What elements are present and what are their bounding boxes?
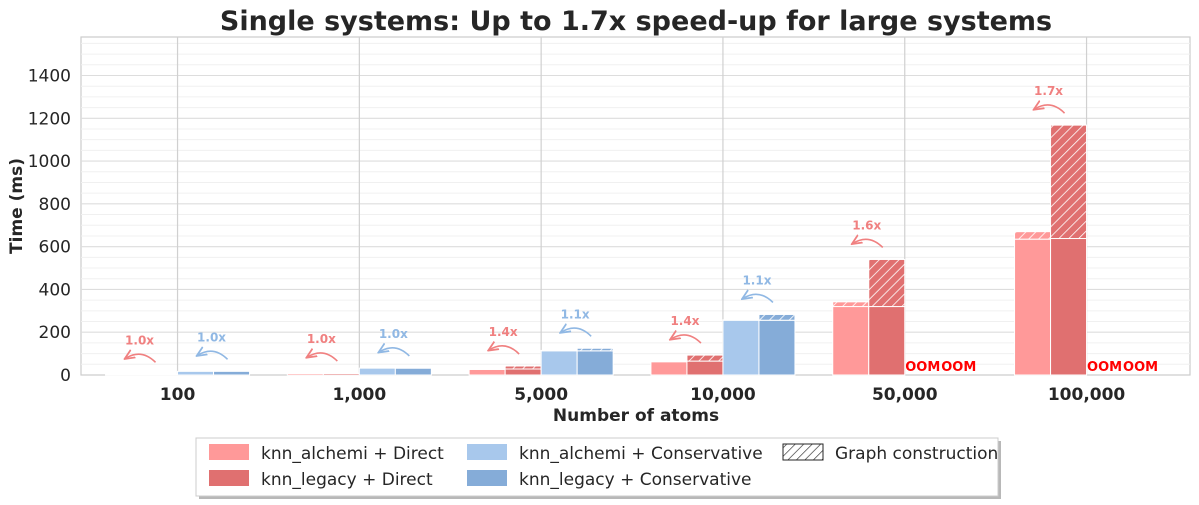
x-tick-label: 5,000 [514, 385, 568, 405]
speedup-arrow [126, 354, 157, 363]
graph-construction-hatch [758, 314, 795, 321]
oom-label: OOM [941, 360, 976, 375]
speedup-label: 1.0x [125, 333, 154, 347]
y-tick-label: 200 [39, 323, 71, 343]
speedup-label: 1.0x [307, 332, 336, 346]
y-tick-label: 800 [39, 195, 71, 215]
speedup-arrow [561, 328, 592, 337]
bar-3-3 [758, 319, 796, 376]
bar-1-0 [141, 373, 179, 376]
speedup-arrow [743, 294, 774, 304]
plot-area [80, 36, 1191, 376]
speedup-label: 1.0x [379, 327, 408, 341]
graph-construction-hatch [505, 366, 542, 370]
speedup-arrow [671, 335, 702, 344]
legend-label: knn_alchemi + Direct [261, 444, 444, 464]
bar-1-4 [868, 306, 906, 376]
oom-label: OOM [1123, 360, 1158, 375]
bar-0-2 [468, 368, 506, 376]
bar-0-3 [650, 361, 688, 376]
graph-construction-hatch [1014, 231, 1051, 240]
y-tick-label: 600 [39, 238, 71, 258]
speedup-arrow [307, 353, 338, 362]
y-tick-label: 1400 [28, 67, 71, 87]
legend-swatch [467, 470, 507, 486]
legend-swatch [782, 443, 824, 461]
bar-3-2 [576, 350, 614, 376]
x-tick-labels: 100 1,000 5,000 10,000 50,000 100,000 [160, 385, 1126, 405]
graph-construction-hatch [832, 301, 869, 307]
speedup-annotations: 1.0x 1.0x 1.0x 1.0x 1.4x 1.1x 1.4x 1.1x 1.6x 1.7x [125, 84, 1066, 363]
graph-construction-hatch [686, 355, 723, 362]
bar-0-4 [832, 306, 870, 376]
legend: knn_alchemi + Direct knn_legacy + Direct k… [195, 437, 1001, 499]
speedup-arrow [489, 346, 520, 355]
bar-1-3 [686, 360, 724, 376]
graph-construction-hatch [650, 360, 687, 362]
bar-1-2 [504, 368, 542, 376]
speedup-arrow [853, 239, 884, 249]
graph-construction-hatch [868, 259, 905, 307]
speedup-label: 1.7x [1034, 84, 1063, 98]
bar-3-1 [394, 367, 432, 376]
chart-title: Single systems: Up to 1.7x speed-up for … [220, 6, 1052, 37]
x-axis-label: Number of atoms [553, 406, 719, 426]
speedup-arrow [1035, 105, 1066, 114]
speedup-arrow [198, 351, 229, 360]
speedup-label: 1.0x [197, 330, 226, 344]
bar-0-0 [105, 373, 143, 376]
y-axis-label: Time (ms) [7, 158, 27, 254]
legend-label: Graph construction [835, 444, 998, 464]
legend-swatch [209, 444, 249, 460]
speedup-arrow [379, 348, 410, 357]
x-tick-label: 10,000 [690, 385, 756, 405]
bar-3-0 [213, 370, 251, 376]
x-tick-label: 100,000 [1048, 385, 1126, 405]
y-tick-label: 1000 [28, 152, 71, 172]
bar-2-2 [540, 350, 578, 376]
speedup-label: 1.1x [561, 307, 590, 321]
bar-2-0 [177, 370, 215, 376]
gridlines [81, 42, 1190, 365]
bar-1-5 [1050, 238, 1088, 376]
legend-label: knn_legacy + Direct [261, 470, 433, 490]
legend-swatch [209, 470, 249, 486]
x-tick-label: 50,000 [872, 385, 938, 405]
bars [105, 124, 1088, 376]
speedup-label: 1.6x [852, 218, 881, 232]
oom-label: OOM [1087, 360, 1122, 375]
y-tick-label: 1200 [28, 109, 71, 129]
bar-2-1 [358, 367, 396, 376]
y-tick-labels: 0 200 400 600 800 1000 1200 1400 [28, 67, 71, 386]
bar-0-5 [1014, 238, 1052, 376]
x-tick-label: 100 [160, 385, 196, 405]
legend-swatch [467, 444, 507, 460]
graph-construction-hatch [1050, 125, 1087, 239]
x-tick-label: 1,000 [332, 385, 386, 405]
bar-2-3 [722, 319, 760, 376]
y-tick-label: 400 [39, 280, 71, 300]
speedup-label: 1.4x [489, 325, 518, 339]
y-tick-label: 0 [60, 366, 71, 386]
legend-label: knn_legacy + Conservative [519, 470, 751, 490]
speedup-label: 1.4x [670, 314, 699, 328]
speedup-label: 1.1x [742, 273, 771, 287]
oom-label: OOM [905, 360, 940, 375]
graph-construction-hatch [577, 348, 614, 351]
legend-label: knn_alchemi + Conservative [519, 444, 763, 464]
oom-labels: OOM OOM OOM OOM [905, 360, 1158, 375]
